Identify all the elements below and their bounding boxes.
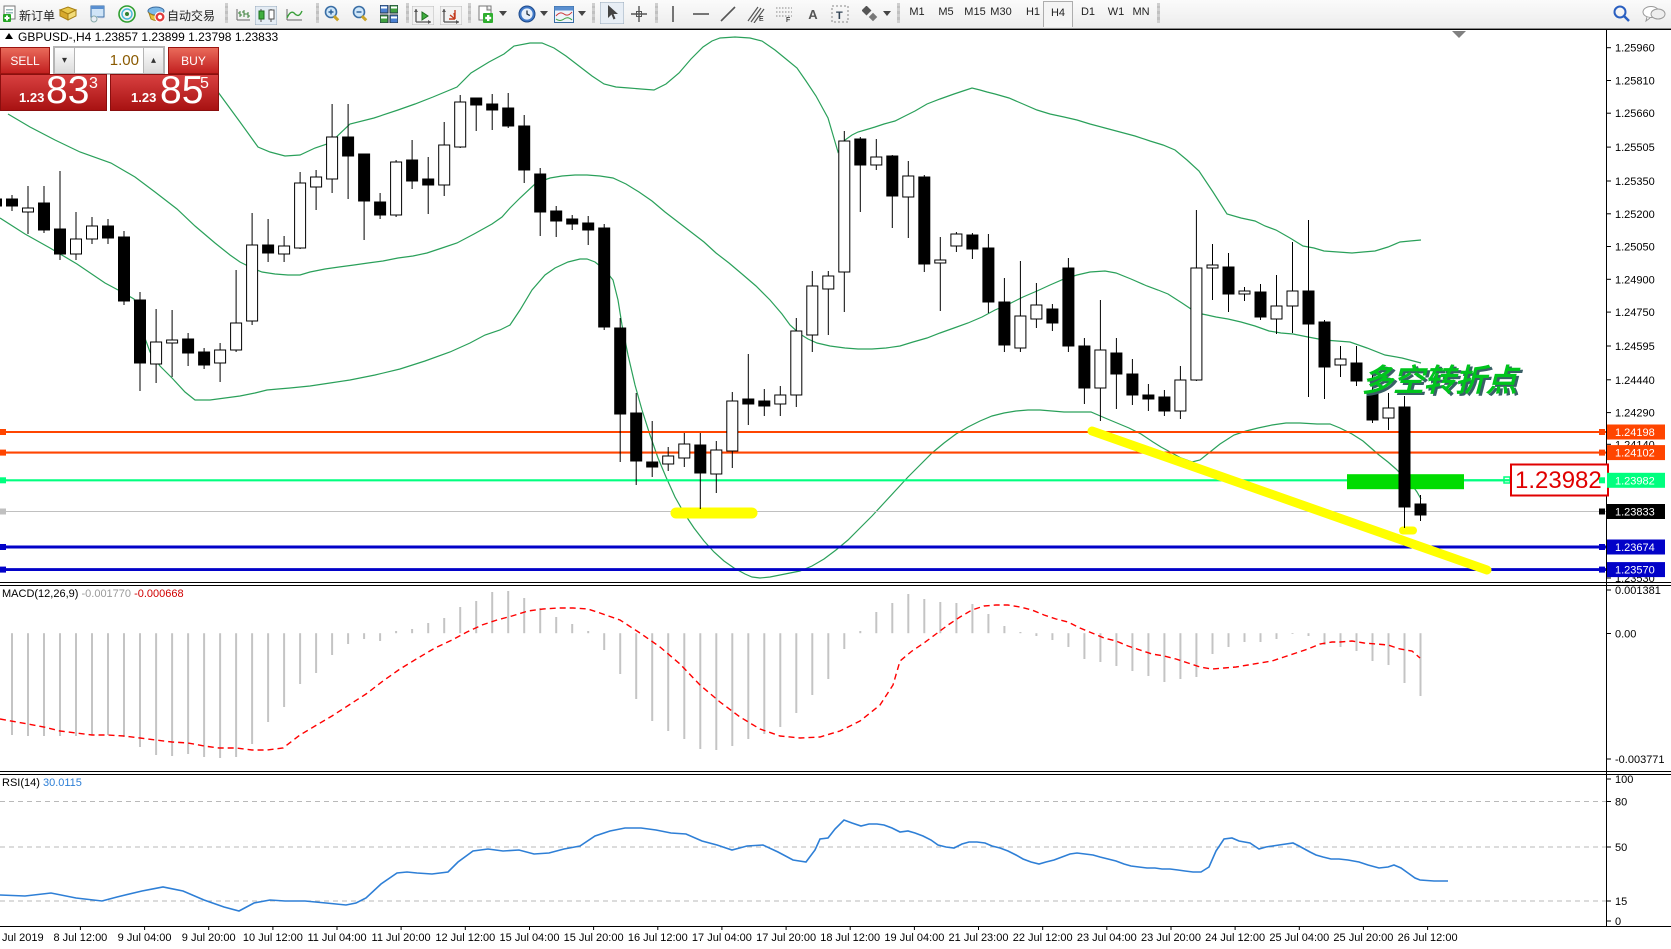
svg-text:0.00: 0.00 xyxy=(1615,629,1636,641)
svg-text:1.24900: 1.24900 xyxy=(1615,274,1655,286)
svg-text:1.24198: 1.24198 xyxy=(1615,427,1655,439)
svg-text:0: 0 xyxy=(1615,916,1621,928)
svg-text:1.23570: 1.23570 xyxy=(1615,565,1655,577)
svg-text:24 Jul 12:00: 24 Jul 12:00 xyxy=(1205,932,1265,944)
svg-text:9 Jul 20:00: 9 Jul 20:00 xyxy=(182,932,236,944)
svg-text:1.25200: 1.25200 xyxy=(1615,209,1655,221)
svg-text:1.24102: 1.24102 xyxy=(1615,448,1655,460)
svg-text:1.24595: 1.24595 xyxy=(1615,341,1655,353)
svg-text:16 Jul 12:00: 16 Jul 12:00 xyxy=(628,932,688,944)
svg-text:17 Jul 20:00: 17 Jul 20:00 xyxy=(756,932,816,944)
svg-text:50: 50 xyxy=(1615,842,1627,854)
svg-text:1.23833: 1.23833 xyxy=(1615,507,1655,519)
svg-text:多空转折点: 多空转折点 xyxy=(1365,365,1524,400)
svg-text:25 Jul 20:00: 25 Jul 20:00 xyxy=(1333,932,1393,944)
svg-text:1.23982: 1.23982 xyxy=(1615,475,1655,487)
svg-text:1.25660: 1.25660 xyxy=(1615,108,1655,120)
svg-text:E: E xyxy=(759,16,764,23)
svg-text:0.001381: 0.001381 xyxy=(1615,585,1661,597)
svg-text:17 Jul 04:00: 17 Jul 04:00 xyxy=(692,932,752,944)
svg-text:1.25505: 1.25505 xyxy=(1615,142,1655,154)
svg-text:23 Jul 04:00: 23 Jul 04:00 xyxy=(1077,932,1137,944)
svg-text:1.25350: 1.25350 xyxy=(1615,176,1655,188)
svg-text:-0.003771: -0.003771 xyxy=(1615,754,1665,766)
svg-text:8 Jul 12:00: 8 Jul 12:00 xyxy=(53,932,107,944)
svg-text:18 Jul 12:00: 18 Jul 12:00 xyxy=(820,932,880,944)
svg-text:15 Jul 20:00: 15 Jul 20:00 xyxy=(564,932,624,944)
svg-text:1.23982: 1.23982 xyxy=(1515,467,1602,494)
svg-text:RSI(14) 30.0115: RSI(14) 30.0115 xyxy=(2,777,82,789)
svg-text:1.25810: 1.25810 xyxy=(1615,76,1655,88)
svg-text:T: T xyxy=(836,10,843,22)
svg-text:1.24290: 1.24290 xyxy=(1615,408,1655,420)
svg-text:多空转折点: 多空转折点 xyxy=(1362,363,1521,398)
svg-text:1.25960: 1.25960 xyxy=(1615,43,1655,55)
svg-text:80: 80 xyxy=(1615,797,1627,809)
svg-text:11 Jul 20:00: 11 Jul 20:00 xyxy=(372,932,431,944)
svg-text:Jul 2019: Jul 2019 xyxy=(2,932,44,944)
svg-text:25 Jul 04:00: 25 Jul 04:00 xyxy=(1269,932,1329,944)
svg-text:1.24440: 1.24440 xyxy=(1615,375,1655,387)
svg-text:GBPUSD-,H4 1.23857 1.23899 1.: GBPUSD-,H4 1.23857 1.23899 1.23798 1.238… xyxy=(18,30,279,44)
svg-text:F: F xyxy=(786,17,790,23)
svg-text:MACD(12,26,9) -0.001770 -0.000: MACD(12,26,9) -0.001770 -0.000668 xyxy=(2,588,184,600)
svg-text:15 Jul 04:00: 15 Jul 04:00 xyxy=(500,932,560,944)
svg-text:1.24750: 1.24750 xyxy=(1615,307,1655,319)
svg-text:26 Jul 12:00: 26 Jul 12:00 xyxy=(1398,932,1458,944)
svg-text:15: 15 xyxy=(1615,896,1627,908)
svg-text:1.23674: 1.23674 xyxy=(1615,542,1655,554)
svg-text:22 Jul 12:00: 22 Jul 12:00 xyxy=(1013,932,1073,944)
svg-text:23 Jul 20:00: 23 Jul 20:00 xyxy=(1141,932,1201,944)
svg-text:11 Jul 04:00: 11 Jul 04:00 xyxy=(307,932,366,944)
svg-text:12 Jul 12:00: 12 Jul 12:00 xyxy=(435,932,495,944)
svg-text:19 Jul 04:00: 19 Jul 04:00 xyxy=(884,932,944,944)
svg-text:1.25050: 1.25050 xyxy=(1615,242,1655,254)
svg-text:21 Jul 23:00: 21 Jul 23:00 xyxy=(949,932,1009,944)
svg-text:100: 100 xyxy=(1615,774,1633,786)
svg-text:9 Jul 04:00: 9 Jul 04:00 xyxy=(118,932,172,944)
svg-text:10 Jul 12:00: 10 Jul 12:00 xyxy=(243,932,303,944)
